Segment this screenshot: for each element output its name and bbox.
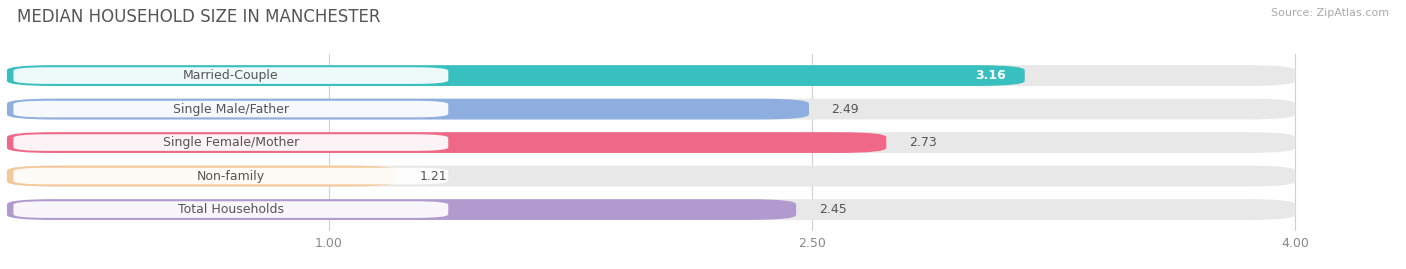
FancyBboxPatch shape (7, 166, 1295, 186)
FancyBboxPatch shape (14, 201, 449, 218)
FancyBboxPatch shape (7, 65, 1295, 86)
FancyBboxPatch shape (7, 199, 796, 220)
Text: Non-family: Non-family (197, 169, 264, 183)
Text: 3.16: 3.16 (974, 69, 1005, 82)
FancyBboxPatch shape (14, 134, 449, 151)
FancyBboxPatch shape (7, 65, 1025, 86)
FancyBboxPatch shape (7, 132, 1295, 153)
FancyBboxPatch shape (7, 132, 886, 153)
FancyBboxPatch shape (7, 166, 396, 186)
FancyBboxPatch shape (7, 99, 1295, 119)
Text: 2.49: 2.49 (831, 102, 859, 116)
Text: Source: ZipAtlas.com: Source: ZipAtlas.com (1271, 8, 1389, 18)
FancyBboxPatch shape (7, 99, 808, 119)
FancyBboxPatch shape (14, 67, 449, 84)
FancyBboxPatch shape (7, 199, 1295, 220)
FancyBboxPatch shape (14, 101, 449, 117)
Text: 1.21: 1.21 (419, 169, 447, 183)
Text: 2.45: 2.45 (818, 203, 846, 216)
FancyBboxPatch shape (14, 168, 449, 184)
Text: Single Male/Father: Single Male/Father (173, 102, 288, 116)
Text: Total Households: Total Households (179, 203, 284, 216)
Text: 2.73: 2.73 (908, 136, 936, 149)
Text: MEDIAN HOUSEHOLD SIZE IN MANCHESTER: MEDIAN HOUSEHOLD SIZE IN MANCHESTER (17, 8, 381, 26)
Text: Single Female/Mother: Single Female/Mother (163, 136, 299, 149)
Text: Married-Couple: Married-Couple (183, 69, 278, 82)
